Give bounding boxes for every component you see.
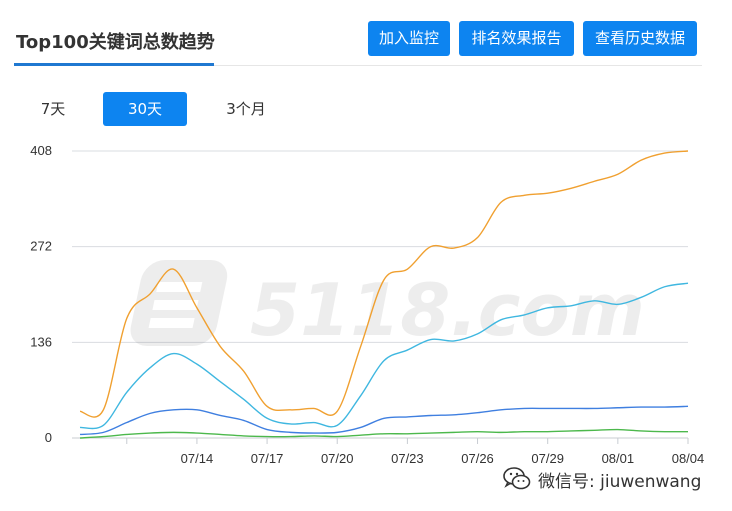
- y-tick-label-272: 272: [30, 239, 52, 254]
- panel-title: Top100关键词总数趋势: [16, 32, 215, 53]
- wechat-watermark: 微信号: jiuwenwang: [502, 465, 701, 493]
- series-line-4: [79, 428, 689, 439]
- y-tick-label-408: 408: [30, 143, 52, 158]
- watermark-logo-text: 5118.com: [250, 268, 645, 352]
- ranking-report-button[interactable]: 排名效果报告: [459, 21, 574, 56]
- history-data-button[interactable]: 查看历史数据: [583, 21, 697, 56]
- x-tick-label-08-01: 08/01: [602, 451, 635, 465]
- series-line-1: [79, 150, 689, 418]
- x-tick-label-07-26: 07/26: [461, 451, 494, 465]
- x-tick-label-07-29: 07/29: [531, 451, 564, 465]
- tab-30-days[interactable]: 30天: [103, 92, 187, 126]
- y-tick-label-0: 0: [45, 430, 52, 445]
- series-lines: [79, 150, 689, 439]
- x-tick-label-08-04: 08/04: [672, 451, 705, 465]
- series-line-3: [79, 405, 689, 436]
- x-tick-label-07-23: 07/23: [391, 451, 424, 465]
- axes: 0 136 272 408 07/14 07/17 07/20 07/23 07/26 07/29…: [30, 143, 704, 465]
- header-divider: [14, 65, 702, 66]
- x-tick-label-07-17: 07/17: [251, 451, 284, 465]
- y-tick-label-136: 136: [30, 334, 52, 349]
- x-tick-label-07-14: 07/14: [181, 451, 214, 465]
- wechat-icon: [503, 467, 531, 490]
- series-line-2: [79, 282, 689, 430]
- watermark-logo: 5118.com: [130, 260, 645, 352]
- wechat-account-text: 微信号: jiuwenwang: [538, 471, 702, 492]
- x-tick-label-07-20: 07/20: [321, 451, 354, 465]
- tab-7-days[interactable]: 7天: [40, 100, 66, 118]
- title-underline: [14, 63, 214, 66]
- tab-3-months[interactable]: 3个月: [226, 100, 266, 118]
- grid-lines: [72, 150, 688, 439]
- add-monitor-button[interactable]: 加入监控: [368, 21, 450, 56]
